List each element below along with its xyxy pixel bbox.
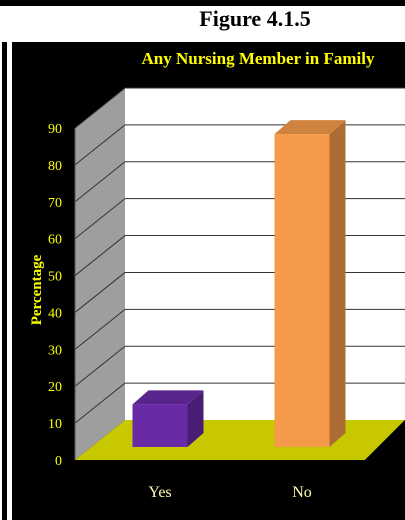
bar-top-no bbox=[274, 120, 346, 135]
bar-yes bbox=[132, 404, 188, 447]
bar-no bbox=[274, 134, 330, 447]
top-border bbox=[0, 0, 405, 6]
gridline-side bbox=[74, 161, 126, 203]
bar-side-yes bbox=[187, 390, 204, 447]
gridline-side bbox=[74, 382, 126, 424]
gridline-side bbox=[74, 124, 126, 166]
y-tick-label: 70 bbox=[48, 196, 62, 211]
y-tick-label: 60 bbox=[48, 233, 62, 248]
figure-label: Figure 4.1.5 bbox=[199, 6, 311, 31]
y-tick-label: 80 bbox=[48, 159, 62, 174]
x-tick-label: No bbox=[292, 484, 312, 501]
chart-floor bbox=[75, 420, 405, 460]
gridline-side bbox=[74, 198, 126, 240]
bar-side-no bbox=[329, 120, 346, 447]
gridline-side bbox=[74, 235, 126, 276]
y-axis-label: Percentage bbox=[29, 254, 45, 325]
gridline-side bbox=[74, 87, 126, 129]
chart-back-wall bbox=[125, 88, 405, 420]
y-tick-label: 50 bbox=[48, 270, 62, 285]
y-tick-label: 10 bbox=[48, 417, 62, 432]
y-tick-label: 20 bbox=[48, 380, 62, 395]
gridline-side bbox=[74, 308, 126, 350]
left-border bbox=[0, 42, 9, 520]
bar-top-yes bbox=[132, 390, 204, 405]
chart-side-wall bbox=[75, 88, 125, 460]
gridline-side bbox=[74, 272, 126, 313]
y-tick-label: 90 bbox=[48, 122, 62, 137]
chart-title: Any Nursing Member in Family bbox=[142, 49, 375, 68]
gridline-side bbox=[74, 345, 126, 387]
y-tick-label: 0 bbox=[55, 454, 62, 469]
chart-floor-edge bbox=[365, 420, 405, 460]
y-tick-label: 40 bbox=[48, 306, 62, 321]
y-tick-label: 30 bbox=[48, 343, 62, 358]
x-tick-label: Yes bbox=[148, 484, 171, 501]
